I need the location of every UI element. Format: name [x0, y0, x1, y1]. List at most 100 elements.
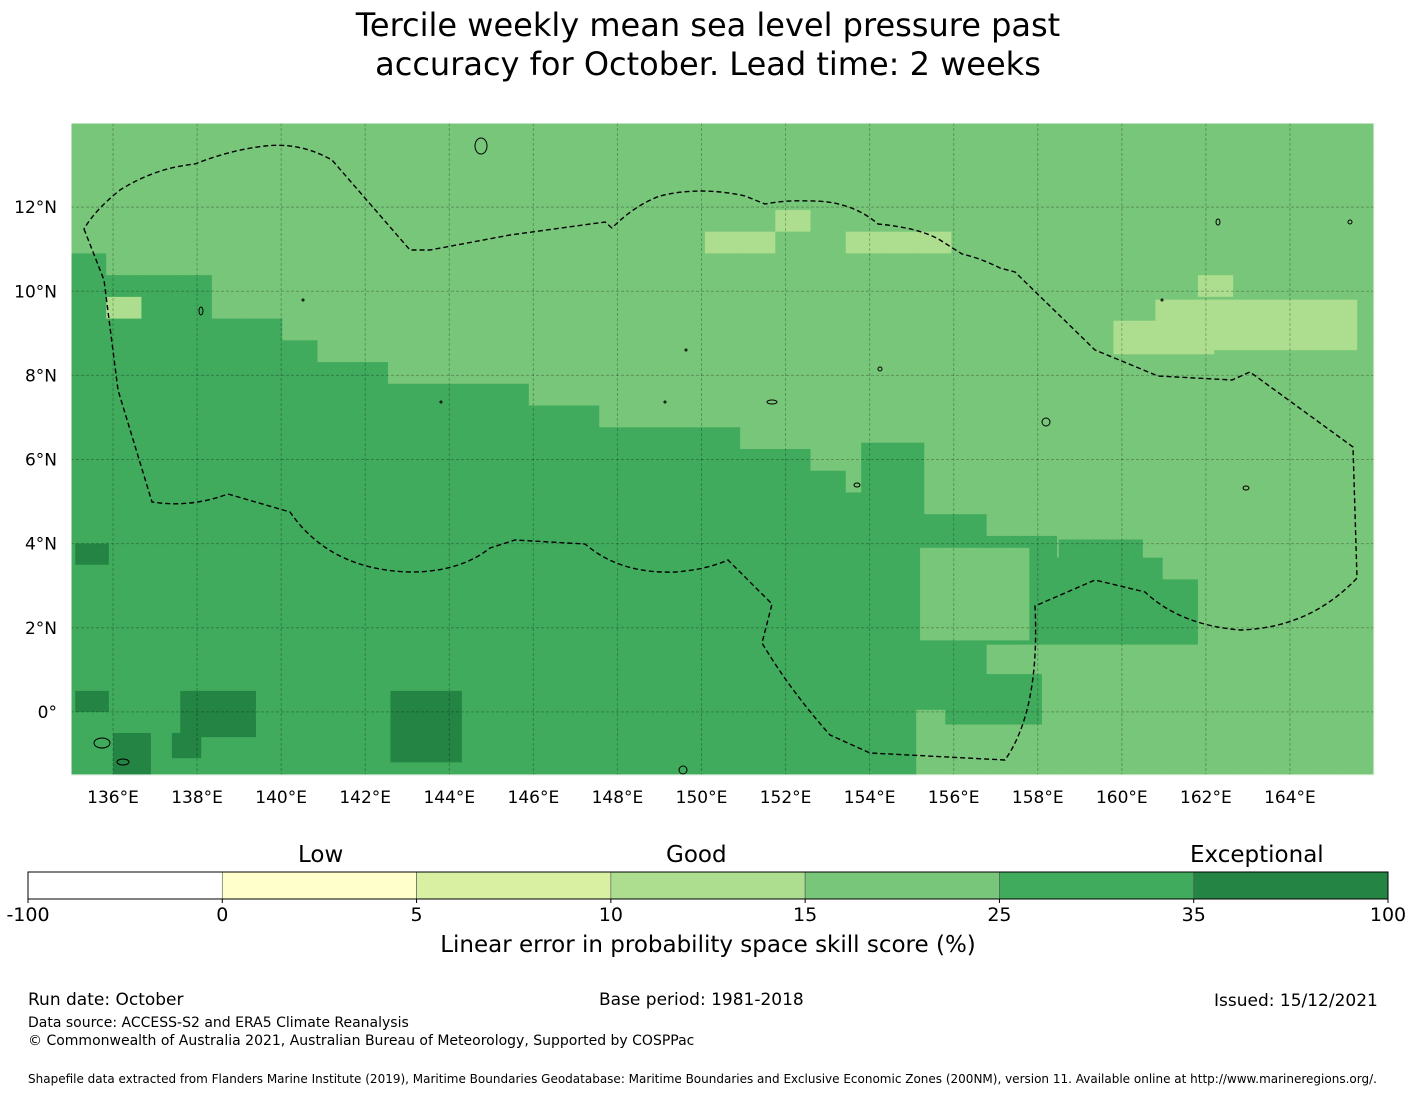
- grid-cell: [1197, 470, 1234, 494]
- grid-cell: [599, 666, 636, 689]
- grid-cell: [458, 405, 495, 428]
- grid-cell: [1197, 709, 1234, 733]
- grid-cell: [880, 579, 917, 602]
- grid-cell: [282, 383, 319, 407]
- grid-cell: [282, 275, 319, 298]
- grid-cell: [458, 709, 495, 733]
- grid-cell: [1338, 753, 1375, 776]
- grid-cell: [1233, 731, 1269, 754]
- grid-cell: [951, 427, 988, 450]
- grid-cell: [352, 557, 389, 580]
- grid-cell: [317, 644, 354, 667]
- grid-cell: [317, 688, 354, 711]
- grid-cell: [352, 579, 389, 602]
- grid-cell: [1197, 666, 1234, 689]
- grid-cell: [740, 123, 776, 146]
- grid-cell: [916, 340, 953, 363]
- grid-cell: [1021, 144, 1058, 168]
- grid-cell: [880, 144, 917, 168]
- grid-cell: [423, 470, 459, 494]
- grid-cell: [458, 144, 495, 168]
- colorbar-tick-label: 5: [411, 904, 423, 926]
- grid-cell: [669, 535, 706, 559]
- grid-cell: [423, 383, 459, 407]
- grid-cell: [493, 688, 530, 711]
- grid-cell: [564, 666, 600, 689]
- grid-cell: [916, 383, 953, 407]
- grid-cell: [880, 731, 917, 754]
- grid-cell: [951, 405, 988, 428]
- grid-cell: [1197, 688, 1234, 711]
- grid-cell: [1162, 470, 1199, 494]
- grid-cell: [1057, 753, 1093, 776]
- grid-cell: [775, 405, 812, 428]
- grid-cell: [352, 470, 389, 494]
- grid-cell: [1303, 535, 1340, 559]
- grid-cell: [1197, 449, 1234, 472]
- grid-cell: [986, 405, 1023, 428]
- grid-cell: [1021, 449, 1058, 472]
- grid-cell: [1092, 753, 1129, 776]
- grid-cell: [423, 514, 459, 537]
- grid-cell: [564, 557, 600, 580]
- grid-cell: [106, 318, 143, 341]
- grid-cell: [1021, 405, 1058, 428]
- grid-cell: [1268, 405, 1305, 428]
- grid-cell: [916, 123, 953, 146]
- grid-cell: [352, 449, 389, 472]
- grid-cell: [669, 709, 706, 733]
- grid-cell: [1197, 601, 1234, 624]
- grid-cell: [634, 449, 671, 472]
- lon-tick-label: 152°E: [760, 788, 812, 808]
- colorbar: [27, 871, 1389, 900]
- grid-cell: [740, 601, 776, 624]
- grid-cell: [211, 231, 248, 254]
- grid-cell: [1092, 688, 1129, 711]
- grid-cell: [387, 535, 424, 559]
- grid-cell: [1268, 579, 1305, 602]
- grid-cell: [282, 731, 319, 754]
- grid-cell: [106, 579, 143, 602]
- grid-cell: [247, 275, 283, 298]
- grid-cell: [634, 296, 671, 320]
- grid-cell: [141, 470, 178, 494]
- grid-cell: [775, 318, 812, 341]
- grid-cell: [423, 644, 459, 667]
- grid-cell: [634, 731, 671, 754]
- grid-cell: [880, 362, 917, 385]
- grid-cell: [740, 383, 776, 407]
- grid-cell: [564, 731, 600, 754]
- grid-cell: [986, 644, 1023, 667]
- grid-cell: [176, 601, 213, 624]
- grid-cell: [740, 144, 776, 168]
- grid-cell: [1162, 427, 1199, 450]
- grid-cell: [528, 427, 565, 450]
- grid-cell: [599, 753, 636, 776]
- grid-cell: [880, 318, 917, 341]
- grid-cell: [211, 557, 248, 580]
- grid-cell: [528, 275, 565, 298]
- grid-cell: [740, 644, 776, 667]
- grid-cell: [387, 492, 424, 515]
- grid-cell: [704, 383, 741, 407]
- grid-cell: [1092, 209, 1129, 233]
- grid-cell: [810, 231, 847, 254]
- grid-cell: [704, 405, 741, 428]
- grid-cell: [71, 731, 107, 754]
- grid-cell: [1268, 688, 1305, 711]
- grid-cell: [599, 383, 636, 407]
- grid-cell: [599, 557, 636, 580]
- grid-cell: [317, 318, 354, 341]
- grid-cell: [211, 492, 248, 515]
- grid-cell: [528, 123, 565, 146]
- grid-cell: [845, 144, 882, 168]
- grid-cell: [1303, 688, 1340, 711]
- grid-cell: [458, 188, 495, 211]
- grid-cell: [1127, 449, 1164, 472]
- grid-cell: [1021, 557, 1058, 580]
- grid-cell: [282, 470, 319, 494]
- grid-cell: [1057, 275, 1093, 298]
- grid-cell: [528, 188, 565, 211]
- grid-cell: [986, 253, 1023, 276]
- grid-cell: [1162, 753, 1199, 776]
